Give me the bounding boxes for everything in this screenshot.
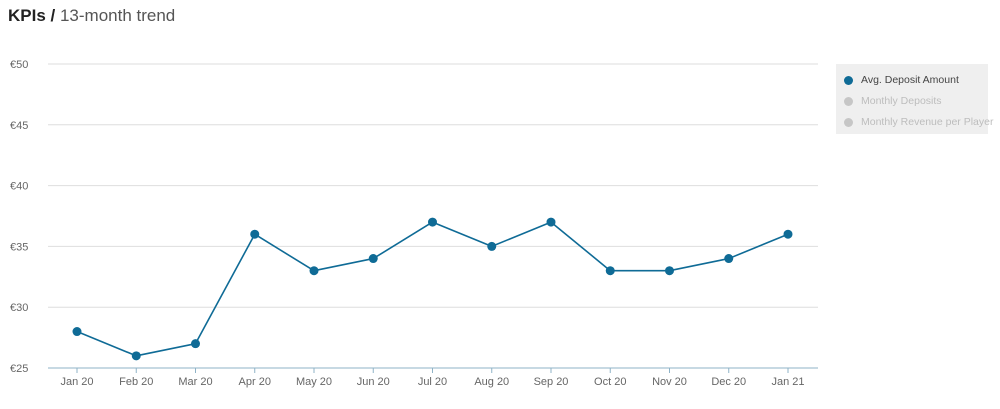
x-tick-label: Mar 20 [178, 376, 212, 388]
data-point [191, 339, 200, 349]
x-tick-label: Sep 20 [534, 376, 569, 388]
data-point [72, 327, 82, 337]
title-kpis: KPIs [8, 6, 46, 25]
legend-dot-icon [844, 117, 853, 127]
data-point [428, 217, 437, 227]
data-point [250, 229, 260, 239]
x-tick-label: Apr 20 [239, 376, 271, 388]
legend-item-monthly-deposits[interactable]: Monthly Deposits [844, 93, 942, 109]
y-tick-label: €50 [10, 59, 28, 71]
data-point [665, 266, 674, 276]
y-tick-label: €25 [10, 363, 28, 375]
title-subtitle: 13-month trend [59, 6, 176, 25]
y-tick-label: €35 [10, 241, 28, 253]
y-tick-label: €45 [10, 120, 28, 132]
x-tick-label: Feb 20 [119, 376, 153, 388]
x-tick-label: Jul 20 [418, 376, 447, 388]
data-point [605, 266, 615, 276]
x-tick-label: Dec 20 [711, 376, 746, 388]
legend-label: Avg. Deposit Amount [861, 74, 959, 86]
legend-item-avg-deposit-amount[interactable]: Avg. Deposit Amount [844, 72, 959, 88]
data-point [309, 266, 319, 276]
x-tick-label: Jan 20 [60, 376, 93, 388]
x-tick-label: May 20 [296, 376, 332, 388]
y-tick-label: €30 [10, 302, 28, 314]
series-line [76, 221, 789, 357]
data-point [546, 217, 556, 227]
legend-dot-icon [844, 75, 853, 85]
title-separator: / [45, 6, 60, 25]
data-point [368, 254, 378, 264]
legend: Avg. Deposit Amount Monthly Deposits Mon… [836, 64, 994, 134]
x-tick-label: Jan 21 [771, 376, 804, 388]
x-tick-label: Nov 20 [652, 376, 687, 388]
legend-dot-icon [844, 96, 853, 106]
x-tick-label: Aug 20 [474, 376, 509, 388]
legend-label: Monthly Revenue per Player [861, 116, 994, 128]
data-point [724, 254, 734, 264]
chart-title: KPIs / 13-month trend [8, 6, 175, 26]
data-point [487, 241, 497, 251]
data-point [131, 351, 141, 361]
y-tick-label: €40 [10, 181, 28, 193]
x-tick-label: Oct 20 [594, 376, 626, 388]
data-point [783, 229, 793, 239]
x-tick-label: Jun 20 [357, 376, 390, 388]
legend-item-monthly-revenue-per-player[interactable]: Monthly Revenue per Player [844, 114, 994, 130]
legend-label: Monthly Deposits [861, 95, 942, 107]
